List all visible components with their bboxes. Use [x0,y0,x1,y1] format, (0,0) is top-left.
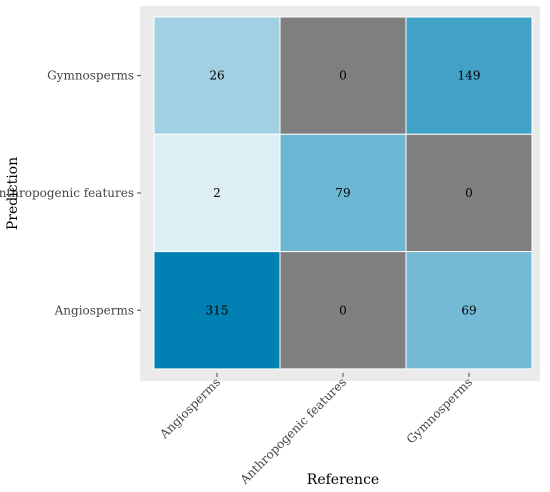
heatmap-cell [153,251,281,370]
x-tick-label-angiosperms: Angiosperms [156,375,223,442]
cell-value-label: 0 [339,303,347,317]
cell-value-label: 0 [339,69,347,83]
y-tick-label-angiosperms: Angiosperms [54,303,134,317]
x-axis-title: Reference [307,472,379,488]
cell-value-label: 149 [458,69,481,83]
heatmap-cell [153,133,281,253]
heatmap-cell-labels: 26 0 149 2 79 0 315 0 69 [206,69,481,318]
y-axis-title: Prediction [5,157,21,230]
cell-value-label: 315 [206,303,229,317]
x-tick-label-anthropogenic-features: Anthropogenic features [237,375,349,487]
x-tick-label-gymnosperms: Gymnosperms [404,375,475,446]
y-axis-ticks: Gymnosperms Anthropogenic features Angiosp… [0,69,141,317]
heatmap-cell [279,251,407,370]
y-tick-label-anthropogenic-features: Anthropogenic features [0,186,134,200]
cell-value-label: 79 [335,186,350,200]
heatmap-cell [153,16,281,135]
heatmap-cell [405,251,533,370]
cell-value-label: 69 [461,303,476,317]
x-axis-ticks: Angiosperms Anthropogenic features Gymnosp… [156,372,475,488]
cell-value-label: 2 [213,186,221,200]
cell-value-label: 26 [209,69,224,83]
heatmap-cell [279,16,407,135]
y-tick-label-gymnosperms: Gymnosperms [47,69,134,83]
heatmap-cells [153,16,533,370]
heatmap-cell [405,16,533,135]
cell-value-label: 0 [465,186,473,200]
